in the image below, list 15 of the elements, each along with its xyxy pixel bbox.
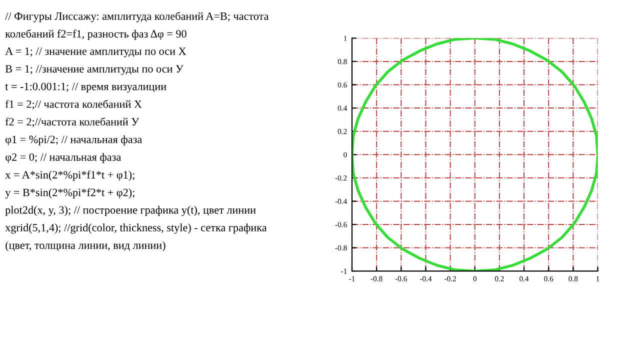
text: x = A*sin(2*%pi*f1*t + φ1); <box>5 170 134 181</box>
text: φ1 = %pi/2; // начальная фаза <box>6 135 142 146</box>
text: f1 = 2;// частота колебаний X <box>5 100 142 110</box>
text: f2 = 2;//частота колебаний У <box>5 117 140 128</box>
text: (цвет, толщина линии, вид линии) <box>6 241 166 252</box>
text: t = -1:0.001:1; // время визуалиции <box>5 82 166 93</box>
text: B = 1; //значение амплитуды по оси У <box>5 65 184 75</box>
text: φ2 = 0; // начальная фаза <box>6 153 122 164</box>
line-series <box>352 38 598 272</box>
text: xgrid(5,1,4); //grid(color, thickness, style) - сетка графика <box>5 224 267 234</box>
text: A = 1; // значение амплитуды по оси X <box>5 48 186 58</box>
text: y = B*sin(2*%pi*f2*t + φ2); <box>5 188 134 198</box>
text: колебаний f2=f1, разность фаз Δφ = 90 <box>5 30 186 40</box>
text: // Фигуры Лиссажу: амплитуда колебаний A=B; частота <box>5 12 269 22</box>
text: plot2d(x, y, 3); // построение графика y(t), цвет линии <box>5 206 256 216</box>
